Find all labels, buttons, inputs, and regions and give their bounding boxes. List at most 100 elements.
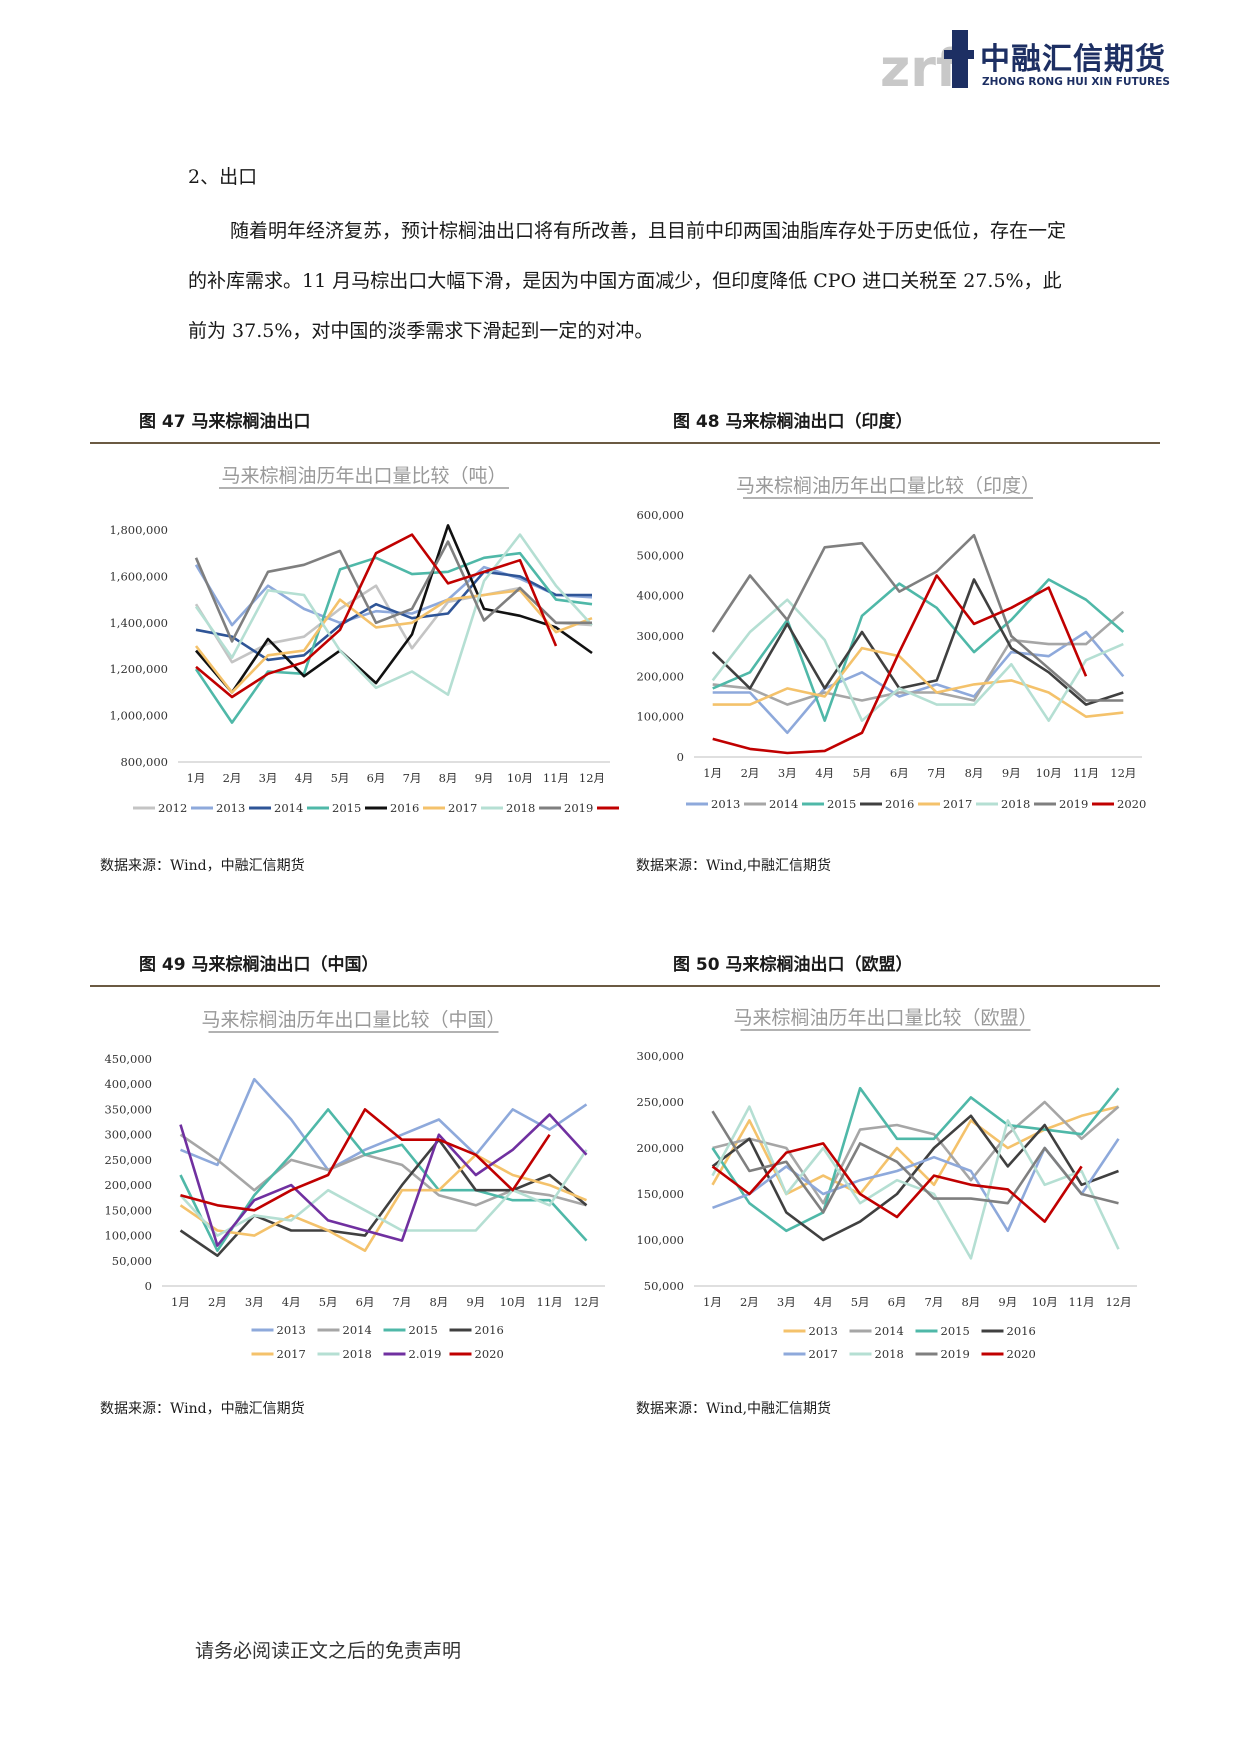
x-tick-label: 9月 — [1002, 766, 1021, 780]
legend-label: 2016 — [1007, 1324, 1036, 1338]
y-tick-label: 300,000 — [636, 1049, 684, 1063]
legend-label: 2017 — [448, 801, 477, 815]
y-tick-label: 350,000 — [104, 1102, 152, 1116]
legend-label: 2020 — [1007, 1347, 1036, 1361]
y-tick-label: 50,000 — [112, 1254, 152, 1268]
logo-chinese-name: 中融汇信期货 — [980, 42, 1166, 77]
legend-label: 2016 — [885, 797, 914, 811]
y-tick-label: 100,000 — [104, 1229, 152, 1243]
legend-label: 2013 — [277, 1323, 306, 1337]
legend-label: 2018 — [1001, 797, 1030, 811]
body-paragraph: 随着明年经济复苏，预计棕榈油出口将有所改善，且目前中印两国油脂库存处于历史低位，… — [188, 220, 1067, 342]
y-tick-label: 1,400,000 — [109, 616, 168, 630]
x-tick-label: 7月 — [393, 1295, 412, 1309]
legend-label: 2019 — [941, 1347, 970, 1361]
series-line-2017 — [194, 589, 593, 694]
company-logo: zrf 中融汇信期货 ZHONG RONG HUI XIN FUTURES — [880, 26, 1180, 99]
x-tick-label: 9月 — [998, 1295, 1017, 1309]
x-tick-label: 2月 — [208, 1295, 227, 1309]
x-tick-label: 11月 — [1069, 1295, 1095, 1309]
x-tick-label: 5月 — [331, 771, 350, 785]
series-line-2014 — [195, 570, 592, 662]
x-tick-label: 6月 — [356, 1295, 375, 1309]
chart-title: 马来棕榈油历年出口量比较（欧盟） — [733, 1007, 1037, 1029]
x-tick-label: 2月 — [741, 766, 760, 780]
chart-svg: 马来棕榈油历年出口量比较（中国） 0 50,000 100,000 150,000 200… — [104, 1009, 605, 1361]
x-tick-label: 4月 — [295, 771, 314, 785]
chart-title: 马来棕榈油历年出口量比较（中国） — [201, 1009, 505, 1031]
series-line-2013 — [712, 630, 1125, 735]
section-heading: 2、出口 — [188, 166, 258, 188]
legend-label: 2020 — [475, 1347, 504, 1361]
series-line-2015 — [711, 1086, 1120, 1233]
legend-label: 2015 — [409, 1323, 438, 1337]
chart-title: 马来棕榈油历年出口量比较（吨） — [221, 465, 506, 487]
figure-48-source: 数据来源：Wind,中融汇信期货 — [636, 858, 832, 874]
x-tick-label: 10月 — [507, 771, 533, 785]
legend-label: 2015 — [941, 1324, 970, 1338]
y-tick-label: 200,000 — [636, 669, 684, 683]
y-tick-label: 200,000 — [636, 1141, 684, 1155]
x-tick-label: 1月 — [703, 766, 722, 780]
y-tick-label: 300,000 — [636, 629, 684, 643]
series-line-2016 — [195, 524, 593, 694]
x-tick-label: 8月 — [961, 1295, 980, 1309]
x-tick-label: 1月 — [187, 771, 206, 785]
series-line-2016 — [179, 1138, 588, 1258]
x-tick-label: 1月 — [703, 1295, 722, 1309]
figure-50-title: 图 50 马来棕榈油出口（欧盟） — [673, 955, 913, 975]
x-tick-label: 10月 — [1032, 1295, 1058, 1309]
y-tick-label: 250,000 — [636, 1095, 684, 1109]
legend-label: 2013 — [711, 797, 740, 811]
series-line-2019 — [194, 540, 592, 643]
legend-label: 2017 — [943, 797, 972, 811]
legend-label: 2018 — [875, 1347, 904, 1361]
figure-49-title: 图 49 马来棕榈油出口（中国） — [139, 955, 379, 975]
chart-title: 马来棕榈油历年出口量比较（印度） — [736, 475, 1040, 497]
x-tick-label: 8月 — [429, 1295, 448, 1309]
series-line-2014 — [712, 610, 1125, 706]
figure-50-source: 数据来源：Wind,中融汇信期货 — [636, 1401, 832, 1417]
x-tick-label: 3月 — [259, 771, 278, 785]
figure-48-title: 图 48 马来棕榈油出口（印度） — [673, 412, 913, 432]
series-line-2020 — [195, 533, 558, 699]
series-line-2014 — [712, 1100, 1120, 1205]
chart-malaysia-exports: 马来棕榈油历年出口量比较（吨） 800,000 1,000,000 1,200,000… — [100, 452, 620, 832]
legend-label: 2016 — [390, 801, 419, 815]
figure-47-source: 数据来源：Wind，中融汇信期货 — [100, 858, 305, 874]
x-tick-label: 4月 — [814, 1295, 833, 1309]
legend-label: 2018 — [506, 801, 535, 815]
chart-svg: 马来棕榈油历年出口量比较（欧盟） 50,000 100,000 150,000 200,… — [636, 1007, 1137, 1361]
x-tick-label: 11月 — [537, 1295, 563, 1309]
y-tick-label: 50,000 — [644, 1279, 684, 1293]
x-tick-label: 5月 — [853, 766, 872, 780]
x-tick-label: 7月 — [925, 1295, 944, 1309]
legend-label: 2014 — [769, 797, 798, 811]
x-tick-label: 11月 — [543, 771, 569, 785]
x-tick-label: 3月 — [777, 1295, 796, 1309]
legend-label: 2014 — [343, 1323, 372, 1337]
chart-exports-china: 马来棕榈油历年出口量比较（中国） 0 50,000 100,000 150,000 200… — [100, 996, 620, 1381]
series-line-2014 — [179, 1133, 587, 1207]
x-tick-label: 7月 — [927, 766, 946, 780]
y-tick-label: 0 — [677, 750, 684, 764]
legend-label: 2015 — [332, 801, 361, 815]
legend-label: 2015 — [827, 797, 856, 811]
y-tick-label: 400,000 — [104, 1077, 152, 1091]
series-line-2016 — [711, 1114, 1119, 1242]
legend-label: 2013 — [216, 801, 245, 815]
x-tick-label: 6月 — [888, 1295, 907, 1309]
figure-row-2-rule — [90, 985, 1160, 987]
legend-label: 2020 — [1117, 797, 1146, 811]
legend-label: 2019 — [564, 801, 593, 815]
y-tick-label: 1,800,000 — [109, 523, 168, 537]
x-tick-label: 12月 — [1105, 1295, 1131, 1309]
y-tick-label: 200,000 — [104, 1178, 152, 1192]
legend-label: 2014 — [875, 1324, 904, 1338]
series-line-2015 — [194, 551, 593, 724]
series-line-2019 — [711, 533, 1124, 702]
x-tick-label: 12月 — [579, 771, 605, 785]
legend-label: 2016 — [475, 1323, 504, 1337]
x-tick-label: 2月 — [223, 771, 242, 785]
x-tick-label: 12月 — [573, 1295, 599, 1309]
